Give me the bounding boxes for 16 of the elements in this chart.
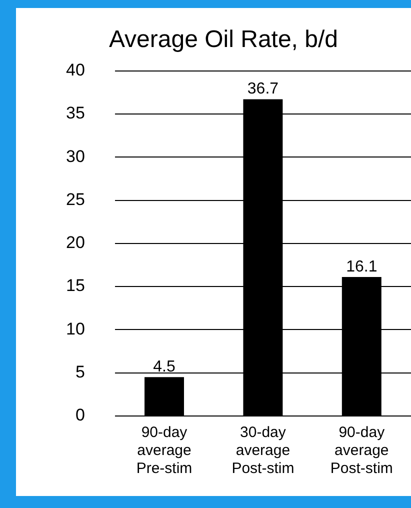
x-tick-label: 90-day average Post-stim — [330, 424, 393, 478]
y-tick-label: 25 — [66, 190, 85, 209]
y-tick-label: 40 — [66, 60, 85, 80]
y-tick-label: 0 — [75, 406, 85, 425]
data-label: 16.1 — [346, 258, 378, 276]
data-label: 4.5 — [153, 358, 176, 376]
y-tick-label: 35 — [66, 104, 85, 123]
y-tick-label: 20 — [66, 233, 85, 252]
y-tick-label: 15 — [66, 276, 85, 296]
data-label: 36.7 — [247, 80, 279, 98]
y-tick-label: 5 — [75, 362, 85, 382]
y-tick-label: 30 — [66, 146, 85, 166]
x-tick-label: 90-day average Pre-stim — [136, 424, 192, 478]
chart-title: Average Oil Rate, b/d — [108, 26, 338, 54]
y-tick-label: 10 — [66, 319, 85, 338]
x-tick-label: 30-day average Post-stim — [232, 424, 294, 478]
